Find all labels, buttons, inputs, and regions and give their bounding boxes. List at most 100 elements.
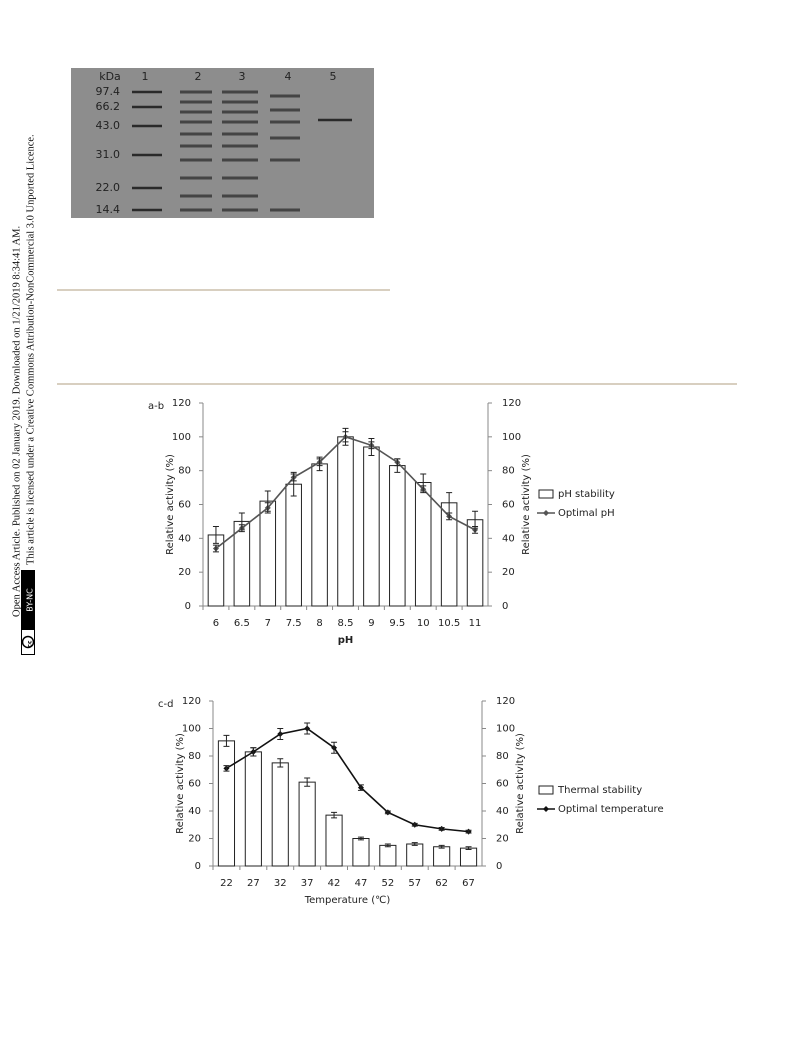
bar: [311, 463, 328, 607]
x-tick-label: 32: [274, 878, 287, 889]
error-bar: [357, 784, 364, 791]
gel-marker-label: 31.0: [96, 148, 121, 161]
side-notice: Open Access Article. Published on 02 Jan…: [11, 226, 22, 617]
y-tick-label: 100: [172, 432, 191, 443]
error-bar: [411, 842, 418, 846]
x-tick-label: 7: [265, 618, 271, 629]
x-axis-label: pH: [338, 635, 354, 646]
y2-tick-label: 0: [496, 861, 502, 872]
error-bar: [472, 525, 479, 534]
error-bar: [342, 431, 349, 443]
side-notice: This article is licensed under a Creativ…: [25, 134, 36, 565]
error-bar: [446, 512, 453, 521]
y-axis-label: Relative activity (%): [165, 454, 176, 555]
panel-label: a-b: [148, 401, 164, 412]
y2-tick-label: 20: [496, 834, 509, 845]
error-bar: [384, 843, 391, 848]
y2-tick-label: 80: [502, 466, 515, 477]
bar: [244, 751, 262, 867]
legend-swatch: [538, 785, 554, 795]
error-bar: [438, 827, 445, 831]
bar: [352, 838, 370, 867]
bar: [414, 482, 432, 607]
license-badge: cc BY-NC: [21, 570, 35, 655]
x-axis-label: Temperature (℃): [304, 895, 391, 906]
bar: [217, 740, 236, 867]
y-tick-label: 120: [182, 696, 201, 707]
bar: [285, 483, 302, 607]
y-tick-label: 100: [182, 724, 201, 735]
x-tick-label: 42: [328, 878, 341, 889]
y2-tick-label: 100: [502, 432, 521, 443]
y2-tick-label: 60: [496, 779, 509, 790]
error-bar: [465, 829, 472, 834]
bar: [406, 843, 424, 867]
error-bar: [357, 836, 364, 841]
x-tick-label: 57: [408, 878, 421, 889]
bar: [363, 446, 380, 607]
y2-tick-label: 100: [496, 724, 515, 735]
y2-axis-label: Relative activity (%): [521, 454, 532, 555]
legend-swatch: [543, 806, 549, 812]
error-bar: [277, 728, 284, 740]
x-tick-label: 22: [220, 878, 233, 889]
y-tick-label: 0: [185, 601, 191, 612]
x-tick-label: 6.5: [234, 618, 250, 629]
error-bar: [331, 741, 338, 754]
x-tick-label: 9: [368, 618, 374, 629]
y-tick-label: 60: [178, 500, 191, 511]
y-tick-label: 20: [178, 567, 191, 578]
y2-tick-label: 120: [496, 696, 515, 707]
x-tick-label: 9.5: [389, 618, 405, 629]
bar: [459, 847, 478, 867]
y2-tick-label: 0: [502, 601, 508, 612]
gel-unit: kDa: [99, 70, 121, 83]
error-bar: [316, 458, 323, 467]
x-tick-label: 8.5: [338, 618, 354, 629]
y2-tick-label: 40: [496, 806, 509, 817]
y2-tick-label: 40: [502, 533, 515, 544]
error-bar: [384, 810, 391, 815]
bar: [337, 436, 354, 607]
x-tick-label: 7.5: [286, 618, 302, 629]
x-tick-label: 11: [469, 618, 482, 629]
bar: [433, 846, 451, 867]
badge-text: cc: [27, 640, 34, 648]
bar: [379, 844, 397, 867]
error-bar: [223, 765, 230, 772]
gel-marker-label: 14.4: [96, 203, 121, 216]
gel-marker-label: 97.4: [96, 85, 121, 98]
y-tick-label: 120: [172, 398, 191, 409]
y2-tick-label: 60: [502, 500, 515, 511]
bar: [389, 465, 406, 607]
legend-label: Optimal pH: [558, 508, 615, 519]
error-bar: [394, 458, 401, 467]
y2-axis-label: Relative activity (%): [515, 733, 526, 834]
y-axis-label: Relative activity (%): [175, 733, 186, 834]
y-tick-label: 20: [188, 834, 201, 845]
gel-marker-label: 22.0: [96, 181, 121, 194]
bar: [325, 814, 343, 867]
legend-swatch: [538, 489, 554, 499]
x-tick-label: 62: [435, 878, 448, 889]
x-tick-label: 10.5: [438, 618, 460, 629]
x-tick-label: 8: [316, 618, 322, 629]
y-tick-label: 40: [178, 533, 191, 544]
x-tick-label: 6: [213, 618, 219, 629]
bar: [271, 762, 289, 867]
error-bar: [277, 758, 284, 768]
x-tick-label: 67: [462, 878, 475, 889]
error-bar: [438, 844, 445, 849]
error-bar: [420, 485, 427, 494]
x-tick-label: 47: [355, 878, 368, 889]
y-tick-label: 80: [178, 466, 191, 477]
error-bar: [212, 525, 219, 544]
gel-lane-label: 1: [142, 70, 149, 83]
y2-tick-label: 20: [502, 567, 515, 578]
gel-marker-label: 43.0: [96, 119, 121, 132]
error-bar: [368, 441, 375, 450]
legend-swatch: [543, 510, 549, 516]
legend-label: pH stability: [558, 489, 615, 500]
error-bar: [212, 544, 219, 553]
